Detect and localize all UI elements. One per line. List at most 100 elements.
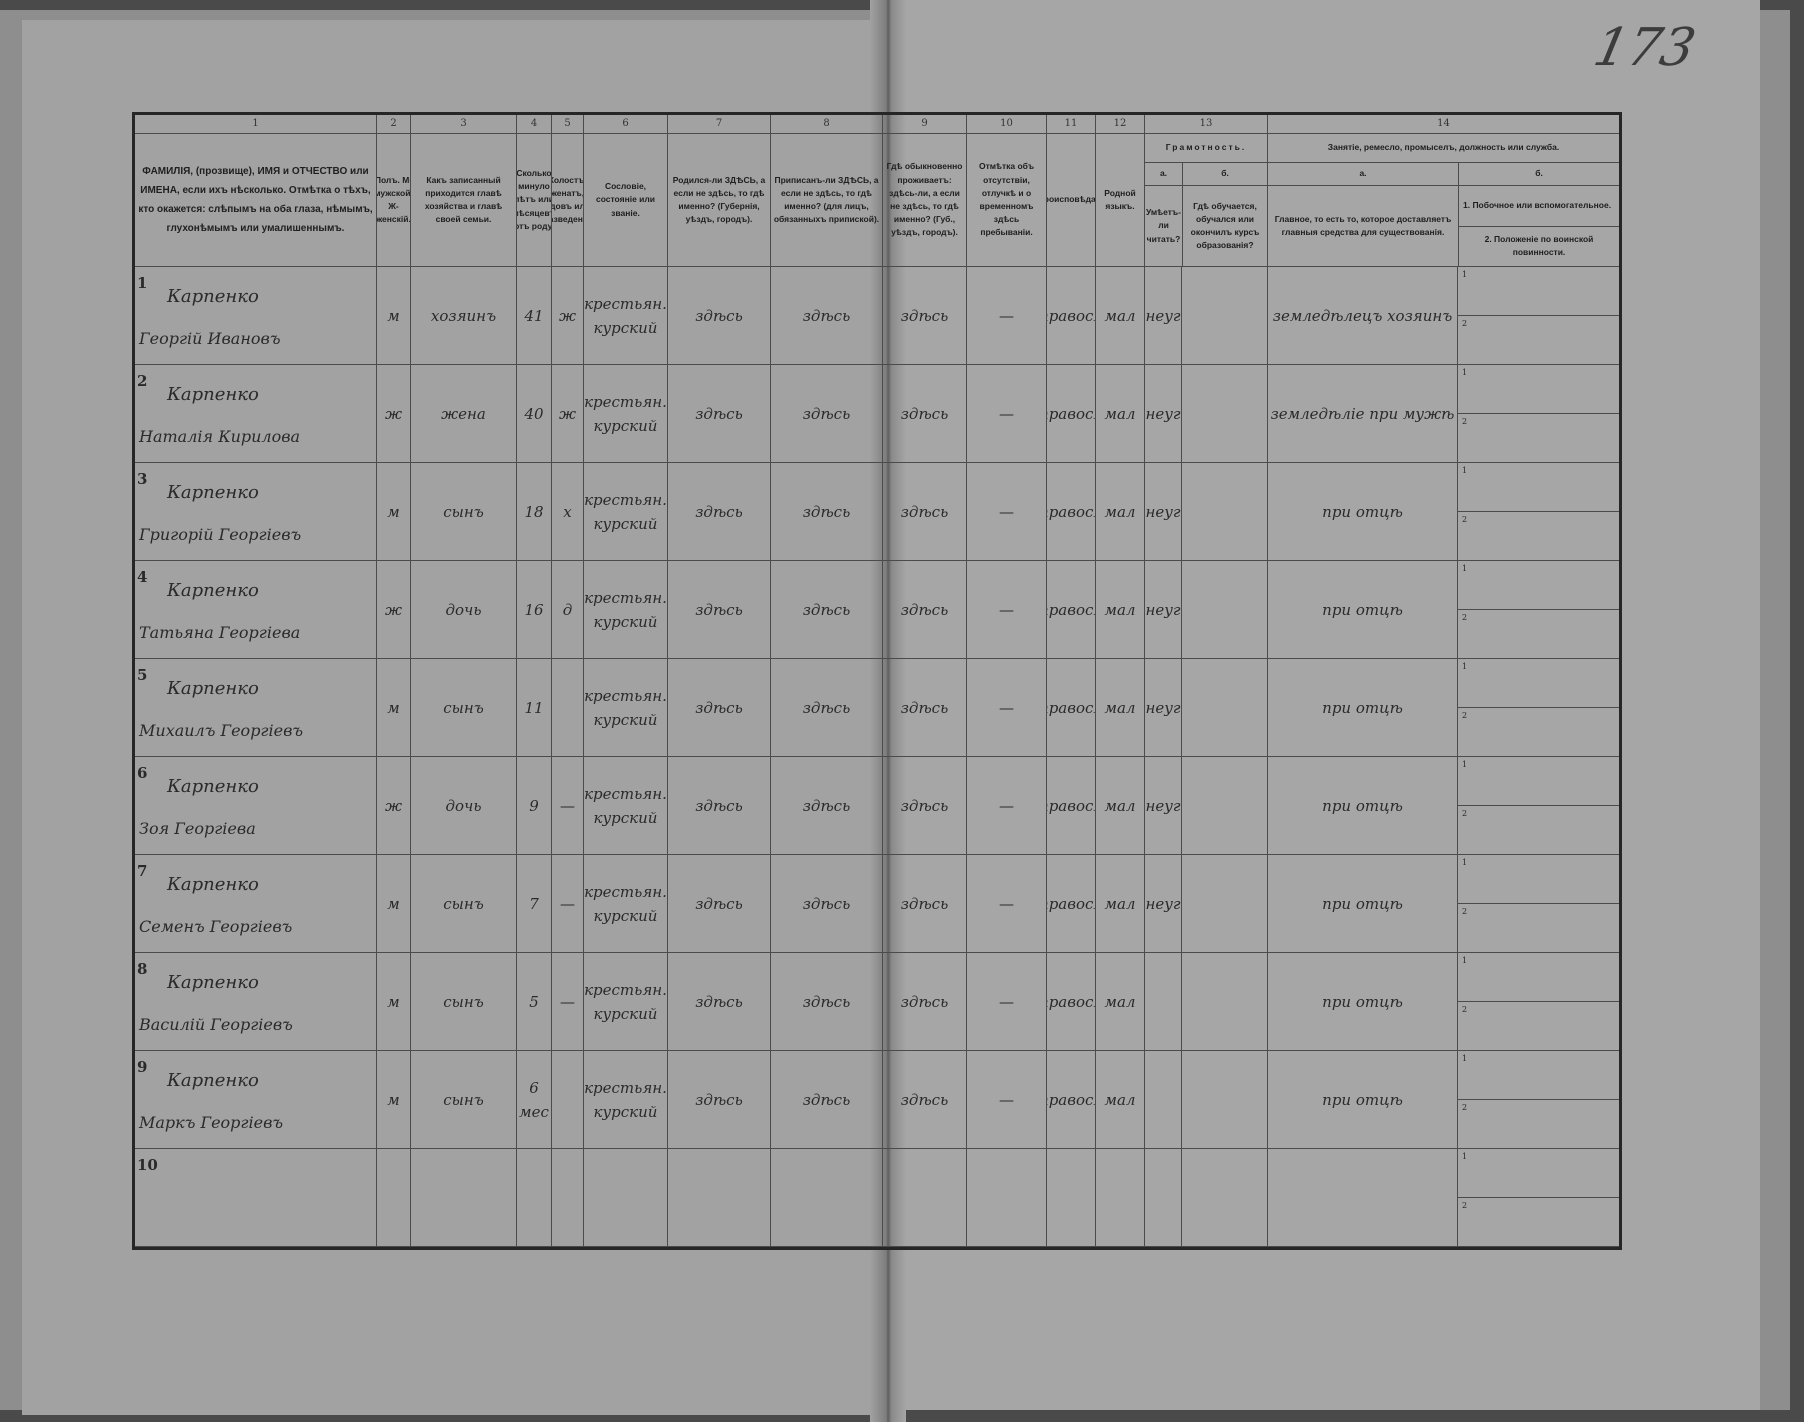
marital-cell [552, 659, 584, 756]
literate-cell: неуг [1145, 757, 1182, 854]
name-cell: 10 [135, 1149, 377, 1246]
literacy-education: Гдѣ обучается, обучался или окончилъ кур… [1190, 200, 1260, 251]
occupation-main: Главное, то есть то, которое доставляетъ… [1274, 213, 1452, 237]
given-name-patronymic: Георгій Ивановъ [139, 328, 281, 348]
column-number: 12 [1096, 115, 1145, 133]
absence-cell: — [967, 953, 1047, 1050]
absence-cell: — [967, 365, 1047, 462]
school-cell [1182, 561, 1268, 658]
language-cell: мал [1096, 659, 1145, 756]
school-cell [1182, 267, 1268, 364]
column-number: 9 [883, 115, 967, 133]
registered-cell [771, 1149, 883, 1246]
name-cell: 5 Карпенко Михаилъ Георгіевъ [135, 659, 377, 756]
column-number: 10 [967, 115, 1047, 133]
occupation-secondary: 1. Побочное или вспомогательное. [1459, 186, 1619, 227]
occupation-cell: при отцѣ [1268, 757, 1458, 854]
estate-cell: крестьян. курский [584, 855, 668, 952]
estate-cell: крестьян. курский [584, 267, 668, 364]
surname: Карпенко [167, 776, 259, 797]
estate-cell: крестьян. курский [584, 953, 668, 1050]
row-number: 5 [137, 666, 148, 684]
literate-cell: неуг [1145, 659, 1182, 756]
language-cell: мал [1096, 855, 1145, 952]
marital-cell: ж [552, 365, 584, 462]
header-occupation: Занятіе, ремесло, промыселъ, должность и… [1268, 134, 1619, 266]
name-cell: 9 Карпенко Маркъ Георгіевъ [135, 1051, 377, 1148]
registered-cell: здѣсь [771, 365, 883, 462]
religion-cell: правосл [1047, 365, 1096, 462]
estate-cell: крестьян. курский [584, 757, 668, 854]
right-page [887, 0, 1760, 1410]
literate-cell: неуг [1145, 365, 1182, 462]
born-cell: здѣсь [668, 463, 771, 560]
left-page [22, 20, 887, 1415]
table-row: 3 Карпенко Григорій Георгіевъ м сынъ 18 х крест… [135, 463, 1619, 561]
given-name-patronymic: Василій Георгіевъ [139, 1014, 293, 1034]
person-rows: 1 Карпенко Георгій Ивановъ м хозяинъ 41 ж крест… [135, 267, 1619, 1247]
sub-mark-2: 2 [1462, 711, 1468, 720]
sex-cell: ж [377, 365, 411, 462]
age-cell: 9 [517, 757, 552, 854]
school-cell [1182, 365, 1268, 462]
school-cell [1182, 1149, 1268, 1246]
age-cell [517, 1149, 552, 1246]
registered-cell: здѣсь [771, 1051, 883, 1148]
relation-cell: хозяинъ [411, 267, 517, 364]
name-cell: 6 Карпенко Зоя Георгіева [135, 757, 377, 854]
header-residence: Гдѣ обыкновенно проживаетъ: здѣсь-ли, а … [883, 134, 967, 266]
registered-cell: здѣсь [771, 659, 883, 756]
row-number: 8 [137, 960, 148, 978]
marital-cell: д [552, 561, 584, 658]
surname: Карпенко [167, 678, 259, 699]
header-estate: Сословіе, состояніе или званіе. [584, 134, 668, 266]
absence-cell: — [967, 561, 1047, 658]
absence-cell: — [967, 757, 1047, 854]
literate-cell: неуг [1145, 561, 1182, 658]
sub-mark-2: 2 [1462, 319, 1468, 328]
estate-cell: крестьян. курский [584, 1051, 668, 1148]
born-cell: здѣсь [668, 267, 771, 364]
surname: Карпенко [167, 286, 259, 307]
marital-cell: ж [552, 267, 584, 364]
age-cell: 7 [517, 855, 552, 952]
header-relation: Какъ записанный приходится главѣ хозяйст… [411, 134, 517, 266]
surname: Карпенко [167, 580, 259, 601]
header-religion: Вѣроисповѣданіе. [1047, 134, 1096, 266]
table-row: 6 Карпенко Зоя Георгіева ж дочь 9— крестьян. к… [135, 757, 1619, 855]
column-number: 4 [517, 115, 552, 133]
marital-cell: — [552, 953, 584, 1050]
language-cell: мал [1096, 561, 1145, 658]
sub-mark-1: 1 [1458, 1149, 1619, 1198]
absence-cell: — [967, 463, 1047, 560]
sub-mark-2: 2 [1462, 1201, 1468, 1210]
header-language: Родной языкъ. [1096, 134, 1145, 266]
resides-cell: здѣсь [883, 1051, 967, 1148]
sex-cell [377, 1149, 411, 1246]
estate-cell [584, 1149, 668, 1246]
sub-mark-1: 1 [1458, 365, 1619, 414]
registered-cell: здѣсь [771, 953, 883, 1050]
occupation-cell: при отцѣ [1268, 463, 1458, 560]
header-sex: Полъ. М-мужской. Ж-женскій. [377, 134, 411, 266]
religion-cell: правосл [1047, 463, 1096, 560]
column-number-row: 1 2 3 4 5 6 7 8 9 10 11 12 13 14 [135, 115, 1619, 134]
estate-cell: крестьян. курский [584, 463, 668, 560]
marital-cell [552, 1051, 584, 1148]
born-cell: здѣсь [668, 365, 771, 462]
resides-cell: здѣсь [883, 463, 967, 560]
resides-cell: здѣсь [883, 953, 967, 1050]
header-registered: Приписанъ-ли ЗДѢСЬ, а если не здѣсь, то … [771, 134, 883, 266]
born-cell: здѣсь [668, 1051, 771, 1148]
sub-mark-2: 2 [1462, 515, 1468, 524]
relation-cell: сынъ [411, 659, 517, 756]
registered-cell: здѣсь [771, 757, 883, 854]
table-row: 10 1 2 [135, 1149, 1619, 1247]
row-number: 2 [137, 372, 148, 390]
born-cell [668, 1149, 771, 1246]
column-number: 11 [1047, 115, 1096, 133]
school-cell [1182, 953, 1268, 1050]
